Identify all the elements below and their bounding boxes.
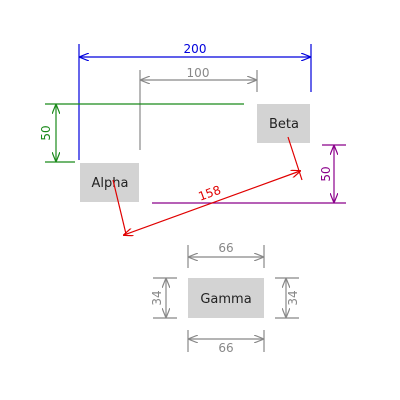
alpha-box-label: Alpha: [92, 176, 129, 191]
gamma-width-bottom-label: 66: [218, 341, 233, 355]
beta-box: Beta: [257, 104, 310, 143]
gamma-height-right-label: 34: [286, 290, 300, 305]
beta-box-label: Beta: [269, 117, 299, 132]
inner-span-dimension: 100: [139, 66, 258, 150]
gamma-box-rect: [188, 278, 264, 318]
beta-box-rect: [257, 104, 310, 143]
left-height-label: 50: [39, 125, 53, 140]
gamma-height-left-label: 34: [150, 290, 164, 305]
gamma-width-bottom-dimension: 66: [187, 330, 265, 355]
diagonal-arrow: [124, 171, 300, 235]
diagonal-dimension: 158: [112, 136, 303, 235]
gamma-height-left-dimension: 34: [150, 277, 177, 319]
gamma-height-right-dimension: 34: [275, 277, 300, 319]
left-height-dimension: 50: [39, 103, 244, 163]
gamma-box: Gamma: [188, 278, 264, 318]
top-span-dimension: 200: [78, 42, 312, 160]
diagonal-extension-right: [287, 136, 303, 181]
inner-span-label: 100: [187, 66, 210, 80]
top-span-label: 200: [184, 42, 207, 56]
right-height-dimension: 50: [152, 144, 346, 204]
right-height-label: 50: [319, 166, 333, 181]
alpha-box: Alpha: [80, 163, 139, 202]
gamma-width-top-dimension: 66: [187, 241, 265, 268]
gamma-box-label: Gamma: [200, 292, 251, 307]
gamma-width-top-label: 66: [218, 241, 233, 255]
